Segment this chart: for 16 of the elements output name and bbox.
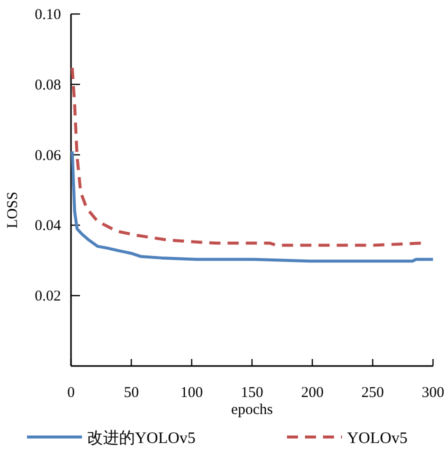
x-tick-label: 200 [301, 385, 324, 401]
y-tick-label: 0.06 [34, 148, 62, 164]
x-axis-title: epochs [231, 402, 273, 418]
y-tick-label: 0.02 [34, 288, 61, 305]
x-tick-label: 250 [361, 385, 384, 401]
y-axis-title: LOSS [5, 192, 21, 228]
legend-label: YOLOv5 [347, 430, 408, 447]
x-tick-label: 50 [124, 385, 139, 401]
x-tick-label: 300 [422, 385, 444, 401]
y-tick-label: 0.08 [34, 77, 61, 94]
x-tick-label: 100 [180, 385, 203, 401]
y-tick-label: 0.04 [34, 218, 62, 234]
x-tick-label: 150 [240, 385, 264, 401]
legend-label: 改进的YOLOv5 [87, 429, 196, 447]
x-tick-label: 0 [67, 385, 75, 401]
y-tick-label: 0.10 [34, 7, 61, 23]
